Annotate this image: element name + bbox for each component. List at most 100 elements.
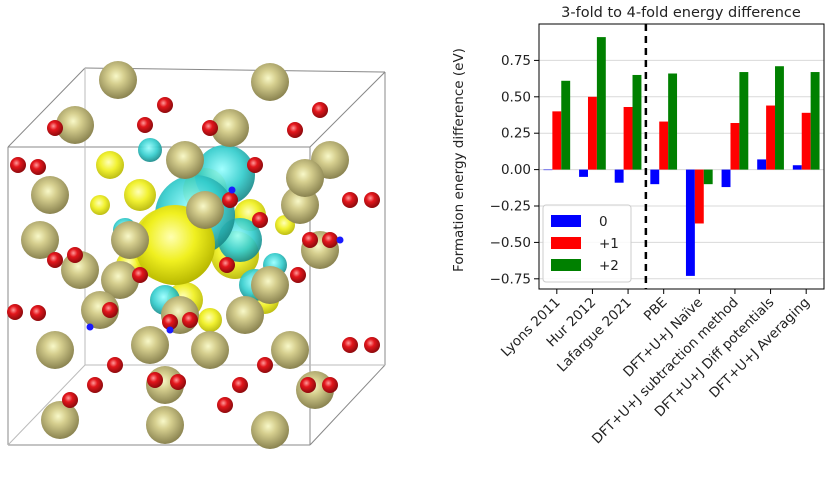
small-atom — [300, 377, 316, 393]
y-tick-label: 0.50 — [501, 89, 531, 105]
atoms — [7, 61, 380, 449]
bar-+2-1 — [596, 37, 606, 170]
legend-label-+2: +2 — [599, 258, 619, 274]
small-atom — [312, 102, 328, 118]
large-atom — [191, 331, 229, 369]
legend-swatch-+2 — [551, 259, 581, 271]
small-atom — [342, 337, 358, 353]
y-tick-label: 0.25 — [501, 126, 531, 142]
large-atom — [271, 331, 309, 369]
bar-+1-7 — [801, 112, 811, 170]
large-atom — [101, 261, 139, 299]
bar-0-1 — [579, 169, 588, 177]
plot-area-frame — [538, 23, 825, 290]
large-atom — [21, 221, 59, 259]
large-atom — [251, 411, 289, 449]
large-atom — [186, 191, 224, 229]
large-atom — [99, 61, 137, 99]
bars — [543, 37, 820, 276]
small-atom — [302, 232, 318, 248]
small-atom — [30, 159, 46, 175]
isosurface-lobe — [198, 308, 222, 332]
large-atom — [36, 331, 74, 369]
small-atom — [47, 252, 63, 268]
bar-+2-0 — [561, 80, 571, 170]
bar-+2-2 — [632, 74, 642, 170]
small-atom — [364, 192, 380, 208]
y-axis-label: Formation energy difference (eV) — [451, 48, 467, 272]
small-atom — [10, 157, 26, 173]
y-tick-label: 0.00 — [501, 162, 531, 178]
small-atom — [252, 212, 268, 228]
small-atom — [342, 192, 358, 208]
y-tick-label: −0.50 — [490, 235, 531, 251]
small-atom — [132, 267, 148, 283]
bar-0-7 — [792, 165, 802, 170]
bar-+2-5 — [739, 72, 749, 170]
y-axis-ticks: 0.75 0.50 0.25 0.00 −0.25 −0.50 −0.75 — [490, 53, 539, 287]
small-atom — [322, 377, 338, 393]
chart-title: 3-fold to 4-fold energy difference — [561, 5, 801, 21]
small-atom — [62, 392, 78, 408]
bar-+1-1 — [587, 96, 597, 170]
small-atom — [157, 97, 173, 113]
small-atom — [202, 120, 218, 136]
bar-chart: 3-fold to 4-fold energy difference Forma… — [451, 5, 825, 447]
large-atom — [131, 326, 169, 364]
small-atom — [322, 232, 338, 248]
crystal-structure-image — [7, 61, 386, 449]
bar-+1-4 — [694, 169, 704, 224]
legend-swatch-+1 — [551, 237, 581, 249]
bar-0-3 — [650, 169, 660, 185]
large-atom — [111, 221, 149, 259]
bar-+2-3 — [668, 73, 678, 170]
x-tick-label: PBE — [641, 295, 671, 325]
legend: 0 +1 +2 — [542, 204, 632, 283]
bar-0-0 — [543, 169, 553, 171]
small-atom — [170, 374, 186, 390]
large-atom — [226, 296, 264, 334]
bar-+1-0 — [552, 111, 562, 170]
large-atom — [41, 401, 79, 439]
bar-+1-2 — [623, 106, 633, 170]
isosurface-lobe — [90, 195, 110, 215]
large-atom — [286, 159, 324, 197]
legend-label-+1: +1 — [599, 236, 619, 252]
large-atom — [166, 141, 204, 179]
small-atom — [137, 117, 153, 133]
tiny-atom — [336, 236, 344, 244]
bar-0-4 — [685, 169, 695, 276]
tiny-atom — [86, 323, 94, 331]
small-atom — [257, 357, 273, 373]
y-tick-label: −0.25 — [490, 199, 531, 215]
small-atom — [107, 357, 123, 373]
large-atom — [146, 406, 184, 444]
bar-+1-3 — [659, 121, 669, 170]
bar-+2-4 — [703, 169, 713, 185]
bar-0-2 — [614, 169, 624, 183]
small-atom — [87, 377, 103, 393]
isosurface-lobe — [124, 179, 156, 211]
y-tick-label: 0.75 — [501, 53, 531, 69]
bar-+2-7 — [810, 72, 820, 170]
tiny-atom — [228, 186, 236, 194]
small-atom — [162, 314, 178, 330]
small-atom — [47, 120, 63, 136]
small-atom — [30, 305, 46, 321]
small-atom — [219, 257, 235, 273]
small-atom — [102, 302, 118, 318]
small-atom — [364, 337, 380, 353]
large-atom — [56, 106, 94, 144]
bar-+1-5 — [730, 123, 740, 170]
legend-swatch-0 — [551, 215, 581, 227]
large-atom — [251, 266, 289, 304]
bar-+1-6 — [766, 105, 776, 170]
bar-+2-6 — [775, 66, 784, 170]
legend-label-0: 0 — [599, 214, 608, 230]
large-atom — [251, 63, 289, 101]
small-atom — [7, 304, 23, 320]
small-atom — [222, 192, 238, 208]
small-atom — [147, 372, 163, 388]
